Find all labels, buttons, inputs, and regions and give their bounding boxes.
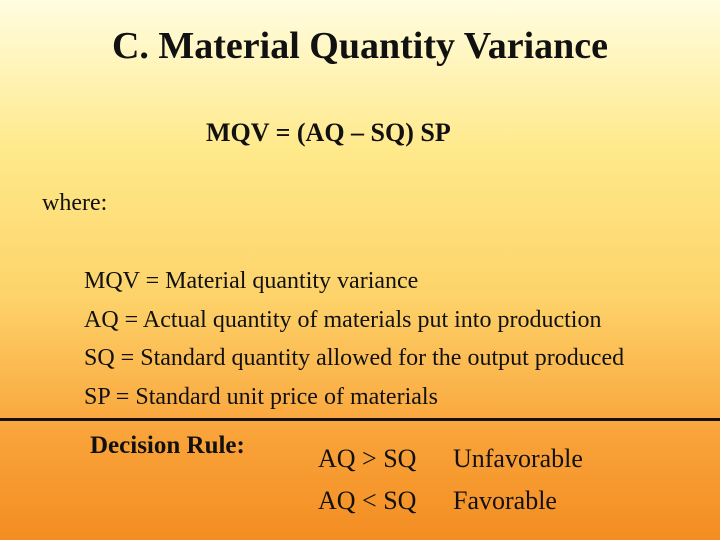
- decision-conditions: AQ > SQ AQ < SQ: [318, 438, 416, 522]
- definition-sq: SQ = Standard quantity allowed for the o…: [84, 345, 625, 371]
- formula: MQV = (AQ – SQ) SP: [206, 118, 451, 147]
- result-unfavorable: Unfavorable: [453, 444, 583, 473]
- definition-sp: SP = Standard unit price of materials: [84, 383, 438, 410]
- divider-line: [0, 418, 720, 421]
- definition-aq: AQ = Actual quantity of materials put in…: [84, 306, 602, 333]
- condition-favorable: AQ < SQ: [318, 486, 417, 515]
- result-favorable: Favorable: [453, 486, 557, 515]
- condition-unfavorable: AQ > SQ: [318, 444, 417, 473]
- slide-title: C. Material Quantity Variance: [111, 25, 609, 67]
- decision-rule-label: Decision Rule:: [90, 432, 245, 459]
- definition-mqv: MQV = Material quantity variance: [84, 268, 419, 294]
- definitions-list: MQV = Material quantity variance AQ = Ac…: [84, 262, 624, 416]
- where-label: where:: [42, 190, 108, 216]
- decision-results: Unfavorable Favorable: [453, 438, 583, 522]
